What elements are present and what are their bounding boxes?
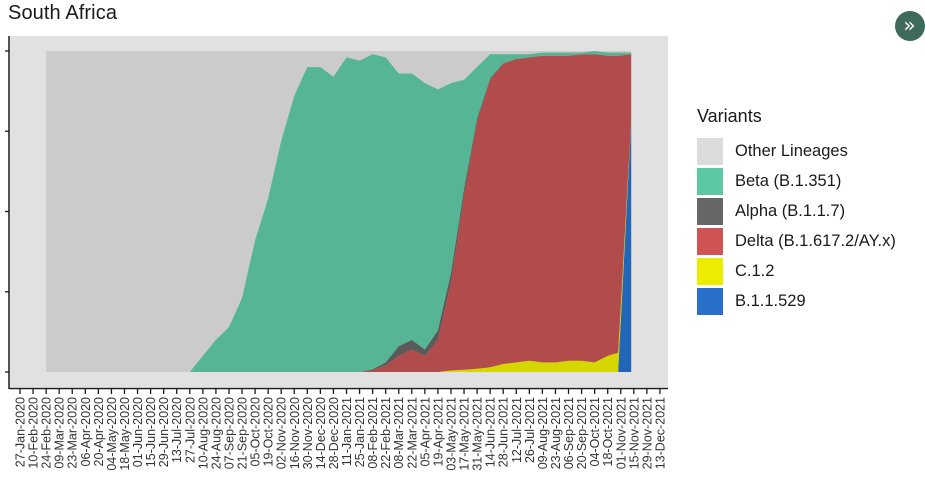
x-tick-label: 18-May-2020 [118, 397, 132, 471]
x-tick-label: 28-Dec-2020 [327, 397, 341, 469]
x-tick-label: 12-Jul-2021 [510, 397, 524, 463]
x-tick-label: 02-Nov-2020 [275, 397, 289, 469]
x-tick-label: 10-Aug-2020 [196, 397, 210, 469]
x-tick-label: 29-Jun-2020 [157, 397, 171, 467]
collapse-panel-button[interactable]: » [895, 11, 925, 41]
x-tick-label: 27-Jan-2020 [14, 397, 28, 467]
x-tick-label: 17-May-2021 [458, 397, 472, 471]
legend-swatch [697, 287, 723, 315]
x-tick-label: 20-Sep-2021 [575, 397, 589, 469]
area-delta-b-1-617-2-ay-x- [46, 54, 632, 372]
legend-label: Other Lineages [735, 141, 848, 160]
legend: Variants Other Lineages Beta (B.1.351) A… [697, 106, 896, 316]
x-tick-label: 26-Jul-2021 [523, 397, 537, 463]
x-tick-label: 05-Apr-2021 [418, 397, 432, 467]
area-beta-b-1-351- [46, 51, 632, 372]
x-tick-label: 30-Nov-2020 [301, 397, 315, 469]
legend-swatch [697, 227, 723, 255]
x-tick-label: 08-Mar-2021 [392, 397, 406, 469]
x-tick-label: 27-Jul-2020 [183, 397, 197, 463]
x-tick-label: 31-May-2021 [471, 397, 485, 471]
x-tick-label: 07-Sep-2020 [222, 397, 236, 469]
x-tick-label: 09-Aug-2021 [536, 397, 550, 469]
x-tick-label: 05-Oct-2020 [249, 397, 263, 467]
x-tick-label: 14-Jun-2021 [484, 397, 498, 467]
x-tick-label: 16-Nov-2020 [288, 397, 302, 469]
x-axis-ticks [19, 389, 661, 394]
x-tick-label: 19-Apr-2021 [431, 397, 445, 467]
x-axis-labels: 27-Jan-2020 10-Feb-2020 24-Feb-2020 09-Mar-… [14, 397, 668, 471]
legend-label: C.1.2 [735, 261, 775, 280]
x-tick-label: 04-May-2020 [105, 397, 119, 471]
x-tick-label: 24-Feb-2020 [40, 397, 54, 469]
legend-swatch [697, 197, 723, 225]
x-tick-label: 18-Oct-2021 [601, 397, 615, 467]
x-tick-label: 19-Oct-2020 [262, 397, 276, 467]
legend-label: B.1.1.529 [735, 291, 806, 310]
legend-item-beta: Beta (B.1.351) [697, 166, 896, 196]
x-tick-label: 03-May-2021 [444, 397, 458, 471]
legend-item-other-lineages: Other Lineages [697, 136, 896, 166]
legend-item-c12: C.1.2 [697, 256, 896, 286]
x-tick-label: 29-Nov-2021 [640, 397, 654, 469]
chart-title: South Africa [8, 2, 118, 24]
legend-label: Alpha (B.1.1.7) [735, 201, 846, 220]
legend-title: Variants [697, 106, 762, 126]
x-tick-label: 28-Jun-2021 [497, 397, 511, 467]
legend-swatch [697, 137, 723, 165]
x-tick-label: 06-Sep-2021 [562, 397, 576, 469]
x-tick-label: 09-Mar-2020 [53, 397, 67, 469]
legend-item-alpha: Alpha (B.1.1.7) [697, 196, 896, 226]
legend-swatch [697, 257, 723, 285]
x-tick-label: 22-Feb-2021 [379, 397, 393, 469]
x-tick-label: 01-Jun-2020 [131, 397, 145, 467]
stacked-areas [46, 51, 632, 372]
x-tick-label: 23-Aug-2021 [549, 397, 563, 469]
x-tick-label: 04-Oct-2021 [588, 397, 602, 467]
x-tick-label: 13-Dec-2021 [653, 397, 667, 469]
legend-swatch [697, 167, 723, 195]
x-tick-label: 10-Feb-2020 [27, 397, 41, 469]
legend-label: Beta (B.1.351) [735, 171, 842, 190]
x-tick-label: 24-Aug-2020 [209, 397, 223, 469]
x-tick-label: 25-Jan-2021 [353, 397, 367, 467]
x-tick-label: 06-Apr-2020 [79, 397, 93, 467]
x-tick-label: 08-Feb-2021 [366, 397, 380, 469]
legend-item-delta: Delta (B.1.617.2/AY.x) [697, 226, 896, 256]
double-chevron-right-icon: » [903, 12, 916, 37]
x-tick-label: 22-Mar-2021 [405, 397, 419, 469]
x-tick-label: 01-Nov-2021 [614, 397, 628, 469]
x-tick-label: 13-Jul-2020 [170, 397, 184, 463]
x-tick-label: 11-Jan-2021 [340, 397, 354, 466]
x-tick-label: 14-Dec-2020 [314, 397, 328, 469]
x-tick-label: 15-Jun-2020 [144, 397, 158, 467]
legend-item-b11529: B.1.1.529 [697, 286, 896, 316]
x-tick-label: 15-Nov-2021 [627, 397, 641, 469]
y-axis-ticks [5, 50, 9, 373]
x-tick-label: 23-Mar-2020 [66, 397, 80, 469]
x-tick-label: 20-Apr-2020 [92, 397, 106, 467]
legend-label: Delta (B.1.617.2/AY.x) [735, 231, 896, 250]
x-tick-label: 21-Sep-2020 [236, 397, 250, 469]
